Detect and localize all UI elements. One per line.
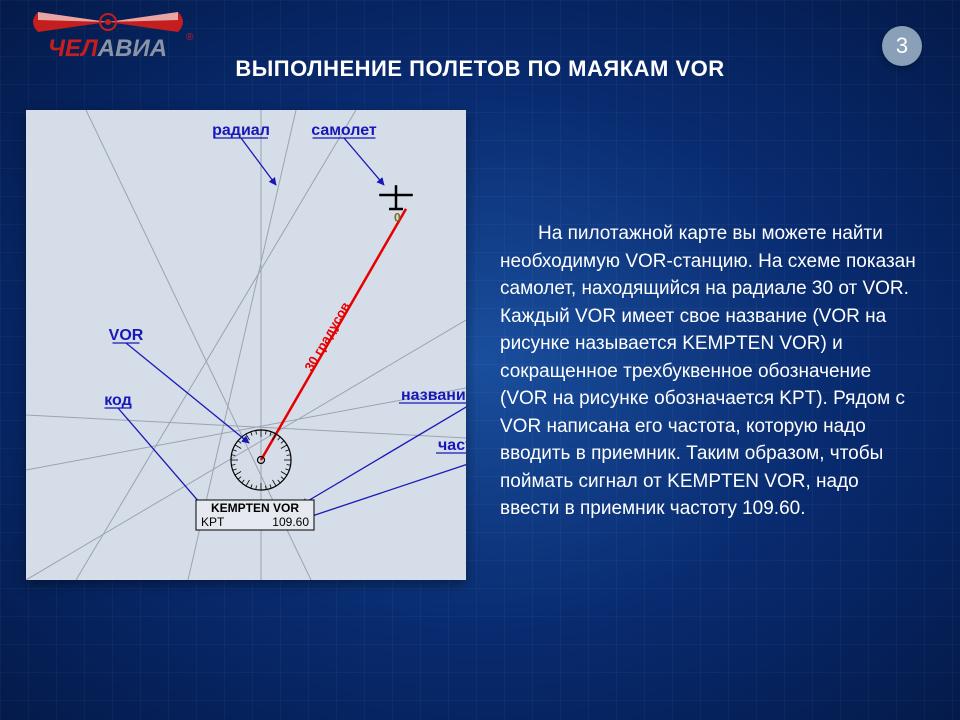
body-paragraph: На пилотажной карте вы можете найти необ…: [500, 220, 920, 523]
svg-text:код: код: [104, 392, 132, 409]
svg-text:0: 0: [394, 211, 401, 225]
svg-text:KPT: KPT: [201, 515, 225, 529]
svg-text:30 градусов: 30 градусов: [301, 299, 353, 373]
svg-text:KEMPTEN VOR: KEMPTEN VOR: [211, 501, 299, 515]
svg-text:109.60: 109.60: [272, 515, 309, 529]
svg-text:®: ®: [186, 32, 194, 43]
svg-text:VOR: VOR: [109, 327, 144, 344]
aircraft-icon: [379, 185, 413, 209]
vor-diagram: 30 градусов 0 радиал самолет VOR код название ч…: [26, 110, 466, 580]
svg-text:название: название: [401, 387, 466, 404]
slide-title: ВЫПОЛНЕНИЕ ПОЛЕТОВ ПО МАЯКАМ VOR: [0, 56, 960, 82]
svg-text:самолет: самолет: [311, 122, 377, 139]
svg-text:частота: частота: [438, 437, 466, 454]
wings-icon: [33, 12, 183, 32]
svg-text:радиал: радиал: [212, 122, 270, 139]
